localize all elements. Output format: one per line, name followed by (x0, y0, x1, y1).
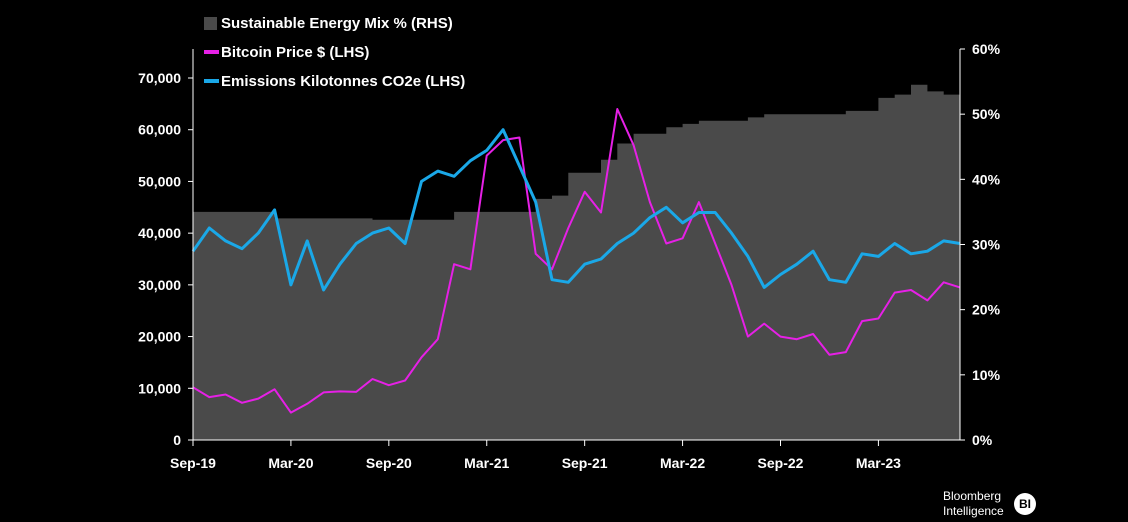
y-left-tick-label: 0 (173, 432, 181, 448)
branding: Bloomberg Intelligence BI (943, 489, 1036, 518)
y-right-tick-label: 40% (972, 171, 1001, 187)
y-right-tick-label: 30% (972, 237, 1001, 253)
x-tick-label: Mar-21 (464, 455, 509, 471)
x-tick-label: Mar-22 (660, 455, 705, 471)
brand-line2: Intelligence (943, 504, 1004, 518)
axis-layer: 0 10,000 20,000 30,000 40,000 50,000 60,000 70,… (138, 41, 1000, 471)
y-right-tick-label: 60% (972, 41, 1001, 57)
legend-label: Sustainable Energy Mix % (RHS) (221, 15, 453, 32)
x-tick-label: Sep-22 (758, 455, 804, 471)
x-tick-label: Sep-20 (366, 455, 412, 471)
legend: Sustainable Energy Mix % (RHS) Bitcoin Pr… (204, 15, 465, 90)
y-left-tick-label: 70,000 (138, 70, 181, 86)
x-tick-label: Mar-20 (268, 455, 313, 471)
y-left-tick-label: 20,000 (138, 329, 181, 345)
series-line-emissions-kilotonnes-co2e-lhs (191, 128, 961, 292)
x-tick-label: Sep-21 (562, 455, 608, 471)
y-right-tick-label: 50% (972, 106, 1001, 122)
y-left-tick-label: 40,000 (138, 225, 181, 241)
legend-label: Emissions Kilotonnes CO2e (LHS) (221, 73, 465, 90)
y-right-tick-label: 20% (972, 302, 1001, 318)
y-left-tick-label: 50,000 (138, 173, 181, 189)
y-right-tick-label: 0% (972, 432, 993, 448)
x-tick-label: Mar-23 (856, 455, 901, 471)
bi-badge-icon (1014, 493, 1036, 515)
line-layer (191, 108, 961, 414)
legend-swatch (204, 17, 217, 30)
y-right-tick-label: 10% (972, 367, 1001, 383)
legend-label: Bitcoin Price $ (LHS) (221, 44, 369, 61)
y-left-tick-label: 10,000 (138, 380, 181, 396)
y-left-tick-label: 60,000 (138, 122, 181, 138)
bi-badge-label: BI (1019, 497, 1031, 511)
series-area-sustainable-energy-mix-rhs (193, 84, 960, 441)
x-tick-label: Sep-19 (170, 455, 216, 471)
y-left-tick-label: 30,000 (138, 277, 181, 293)
series-line-bitcoin-price-lhs (192, 108, 961, 414)
area-layer (193, 84, 960, 441)
brand-line1: Bloomberg (943, 489, 1001, 503)
